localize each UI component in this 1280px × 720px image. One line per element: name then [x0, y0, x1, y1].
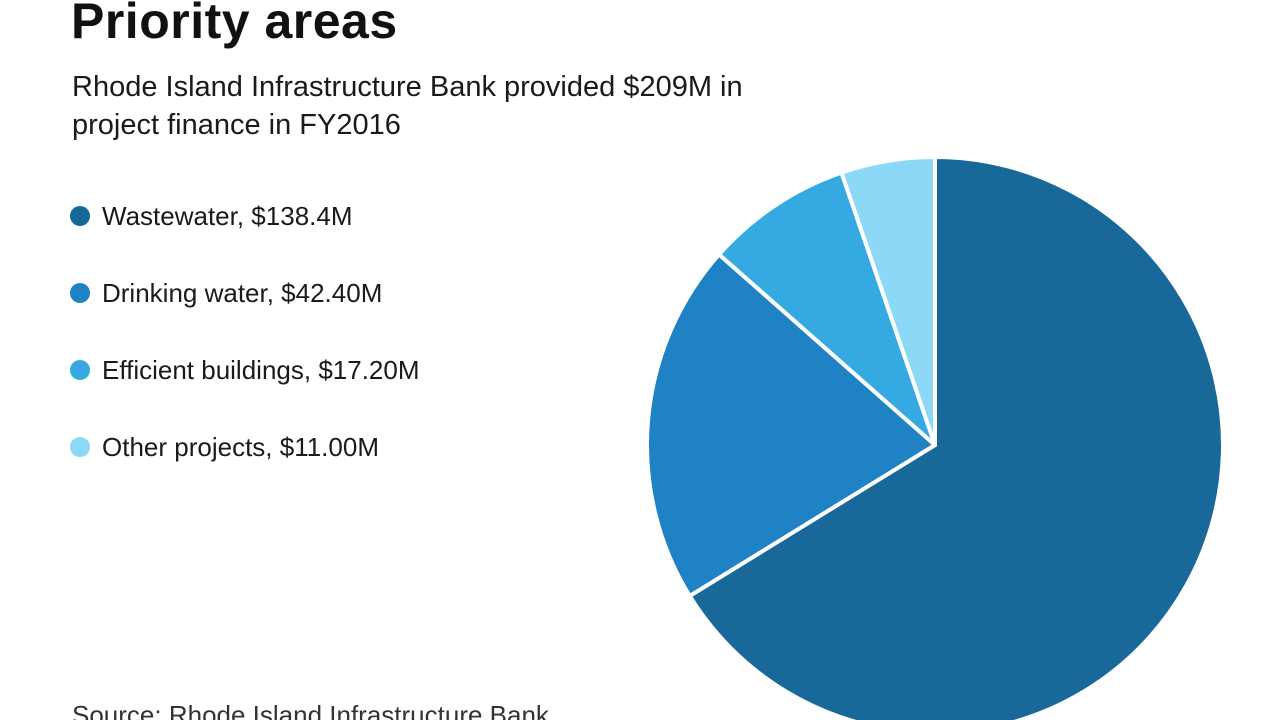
- legend-item-other-projects: Other projects, $11.00M: [70, 432, 420, 462]
- legend-label-drinking-water: Drinking water, $42.40M: [102, 277, 383, 308]
- legend-swatch-efficient-buildings: [70, 360, 90, 380]
- legend-label-other-projects: Other projects, $11.00M: [102, 431, 379, 462]
- chart-subtitle-line-1: Rhode Island Infrastructure Bank provide…: [72, 71, 743, 103]
- legend-item-efficient-buildings: Efficient buildings, $17.20M: [70, 355, 420, 385]
- source-note: Source: Rhode Island Infrastructure Bank: [72, 700, 549, 720]
- legend-swatch-drinking-water: [70, 283, 90, 303]
- chart-subtitle: Rhode Island Infrastructure Bank provide…: [72, 68, 743, 145]
- legend-item-wastewater: Wastewater, $138.4M: [70, 201, 420, 231]
- pie-slice-other-projects: [839, 155, 937, 447]
- legend-item-drinking-water: Drinking water, $42.40M: [70, 278, 420, 308]
- chart-subtitle-line-2: project finance in FY2016: [72, 109, 401, 142]
- pie-slice-wastewater: [687, 155, 1225, 720]
- pie-slice-efficient-buildings: [717, 170, 937, 447]
- legend-swatch-other-projects: [70, 437, 90, 457]
- legend: Wastewater, $138.4M Drinking water, $42.…: [70, 201, 420, 509]
- legend-label-wastewater: Wastewater, $138.4M: [102, 200, 353, 231]
- chart-title: Priority areas: [71, 0, 398, 49]
- legend-swatch-wastewater: [70, 206, 90, 226]
- legend-label-efficient-buildings: Efficient buildings, $17.20M: [102, 354, 420, 385]
- pie-slice-drinking-water: [645, 252, 937, 598]
